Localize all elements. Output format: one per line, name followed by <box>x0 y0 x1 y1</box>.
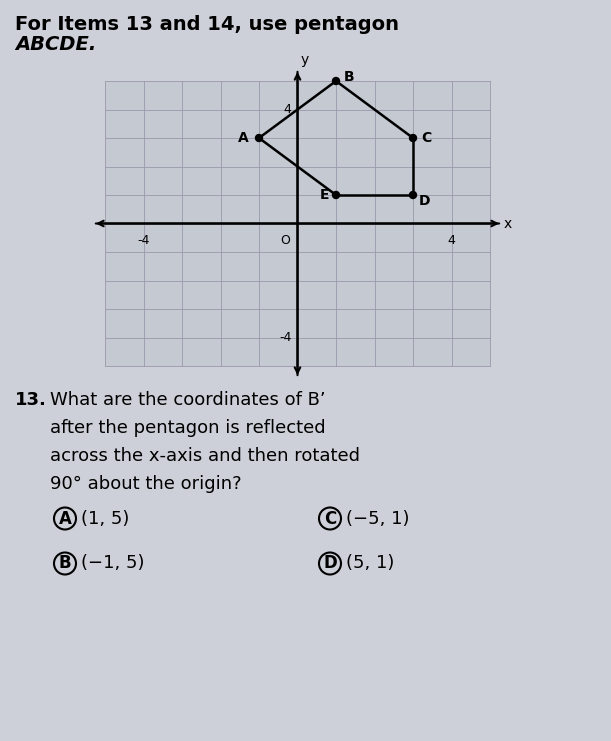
Text: C: C <box>324 510 336 528</box>
Text: E: E <box>320 188 329 202</box>
Text: O: O <box>280 233 290 247</box>
Text: 4: 4 <box>284 103 291 116</box>
Text: across the x-axis and then rotated: across the x-axis and then rotated <box>50 447 360 465</box>
Text: D: D <box>419 193 430 207</box>
Text: 90° about the origin?: 90° about the origin? <box>50 475 241 493</box>
Text: A: A <box>238 131 249 145</box>
Circle shape <box>409 135 417 142</box>
Text: (−5, 1): (−5, 1) <box>346 510 409 528</box>
Text: B: B <box>344 70 355 84</box>
Circle shape <box>255 135 263 142</box>
Text: B: B <box>59 554 71 573</box>
Text: (−1, 5): (−1, 5) <box>81 554 144 573</box>
Circle shape <box>332 191 340 199</box>
Text: y: y <box>301 53 309 67</box>
Text: C: C <box>422 131 431 145</box>
Text: For Items 13 and 14, use pentagon: For Items 13 and 14, use pentagon <box>15 15 399 34</box>
Text: D: D <box>323 554 337 573</box>
Text: x: x <box>504 216 512 230</box>
Circle shape <box>332 78 340 84</box>
Text: ABCDE.: ABCDE. <box>15 35 97 54</box>
Text: (1, 5): (1, 5) <box>81 510 130 528</box>
Text: 4: 4 <box>448 233 455 247</box>
Circle shape <box>409 191 417 199</box>
Text: 13.: 13. <box>15 391 47 409</box>
Text: -4: -4 <box>279 331 291 344</box>
Text: (5, 1): (5, 1) <box>346 554 394 573</box>
Text: after the pentagon is reflected: after the pentagon is reflected <box>50 419 326 437</box>
Bar <box>105 81 490 366</box>
Text: -4: -4 <box>137 233 150 247</box>
Text: What are the coordinates of B’: What are the coordinates of B’ <box>50 391 326 409</box>
Text: A: A <box>59 510 71 528</box>
